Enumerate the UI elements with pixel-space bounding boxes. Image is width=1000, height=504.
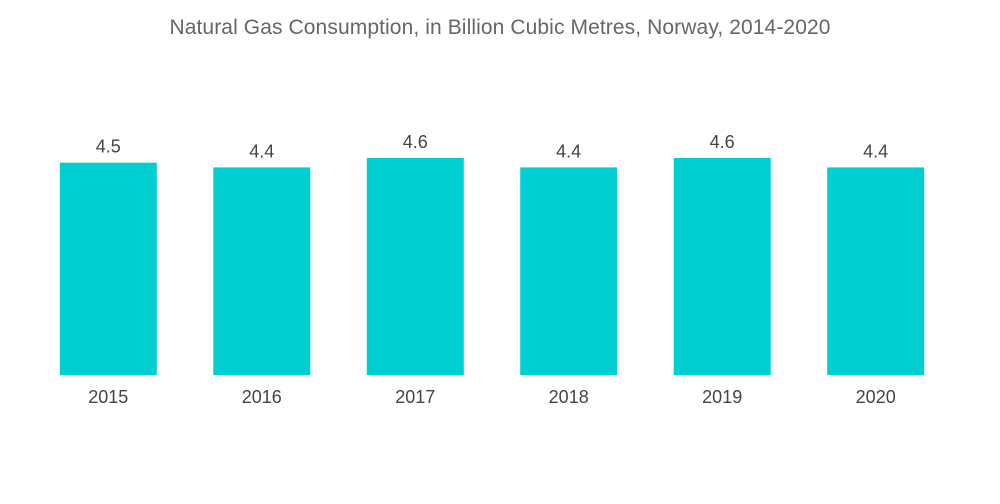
bar-2016 xyxy=(213,167,311,375)
bar-2015 xyxy=(59,162,157,375)
value-label-2015: 4.5 xyxy=(96,137,121,157)
bars-group xyxy=(59,158,925,375)
x-tick-label-2018: 2018 xyxy=(549,387,589,407)
value-label-2016: 4.4 xyxy=(249,141,274,161)
bar-2017 xyxy=(366,158,464,375)
chart-title: Natural Gas Consumption, in Billion Cubi… xyxy=(169,16,831,39)
bar-2018 xyxy=(520,167,618,375)
x-tick-label-2020: 2020 xyxy=(856,387,896,407)
x-axis-tick-labels: 2015 2016 2017 2018 2019 2020 xyxy=(88,387,895,407)
bar-2020 xyxy=(827,167,925,375)
value-label-2020: 4.4 xyxy=(863,141,888,161)
value-labels-group: 4.5 4.4 4.6 4.4 4.6 4.4 xyxy=(96,132,888,161)
value-label-2019: 4.6 xyxy=(710,132,735,152)
x-tick-label-2017: 2017 xyxy=(395,387,435,407)
value-label-2018: 4.4 xyxy=(556,141,581,161)
x-tick-label-2019: 2019 xyxy=(702,387,742,407)
value-label-2017: 4.6 xyxy=(403,132,428,152)
x-tick-label-2015: 2015 xyxy=(88,387,128,407)
bar-2019 xyxy=(673,158,771,375)
x-tick-label-2016: 2016 xyxy=(242,387,282,407)
